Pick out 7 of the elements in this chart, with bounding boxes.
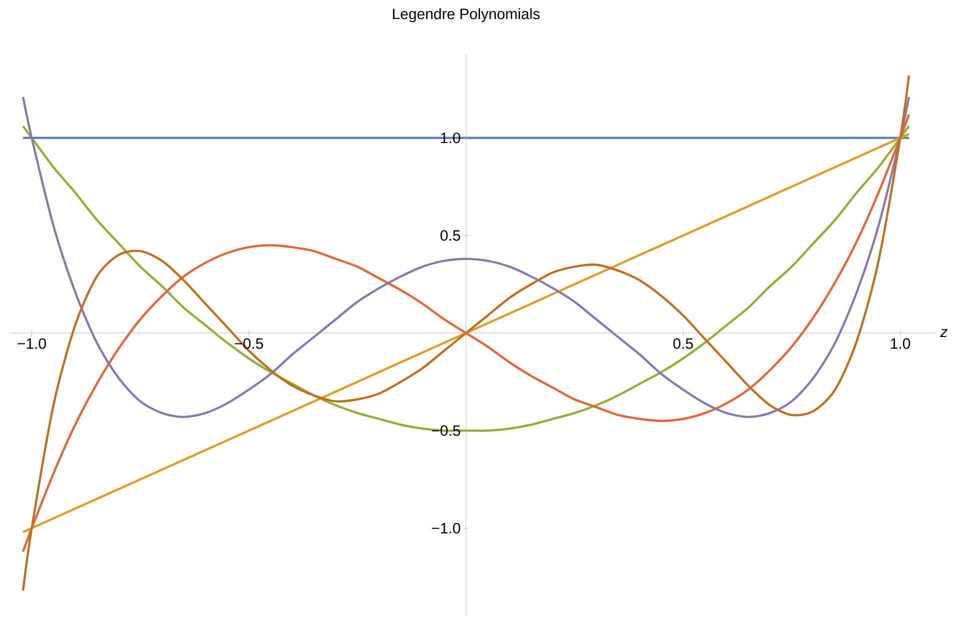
y-tick-label: 0.5 <box>440 230 460 241</box>
x-tick-label: 1.0 <box>890 338 910 349</box>
x-axis-title: z <box>940 329 948 337</box>
y-tick-label: −1.0 <box>432 522 460 534</box>
x-tick-label: 0.5 <box>673 338 693 349</box>
chart-title: Legendre Polynomials <box>393 8 540 22</box>
x-tick-label: −1.0 <box>18 338 46 349</box>
